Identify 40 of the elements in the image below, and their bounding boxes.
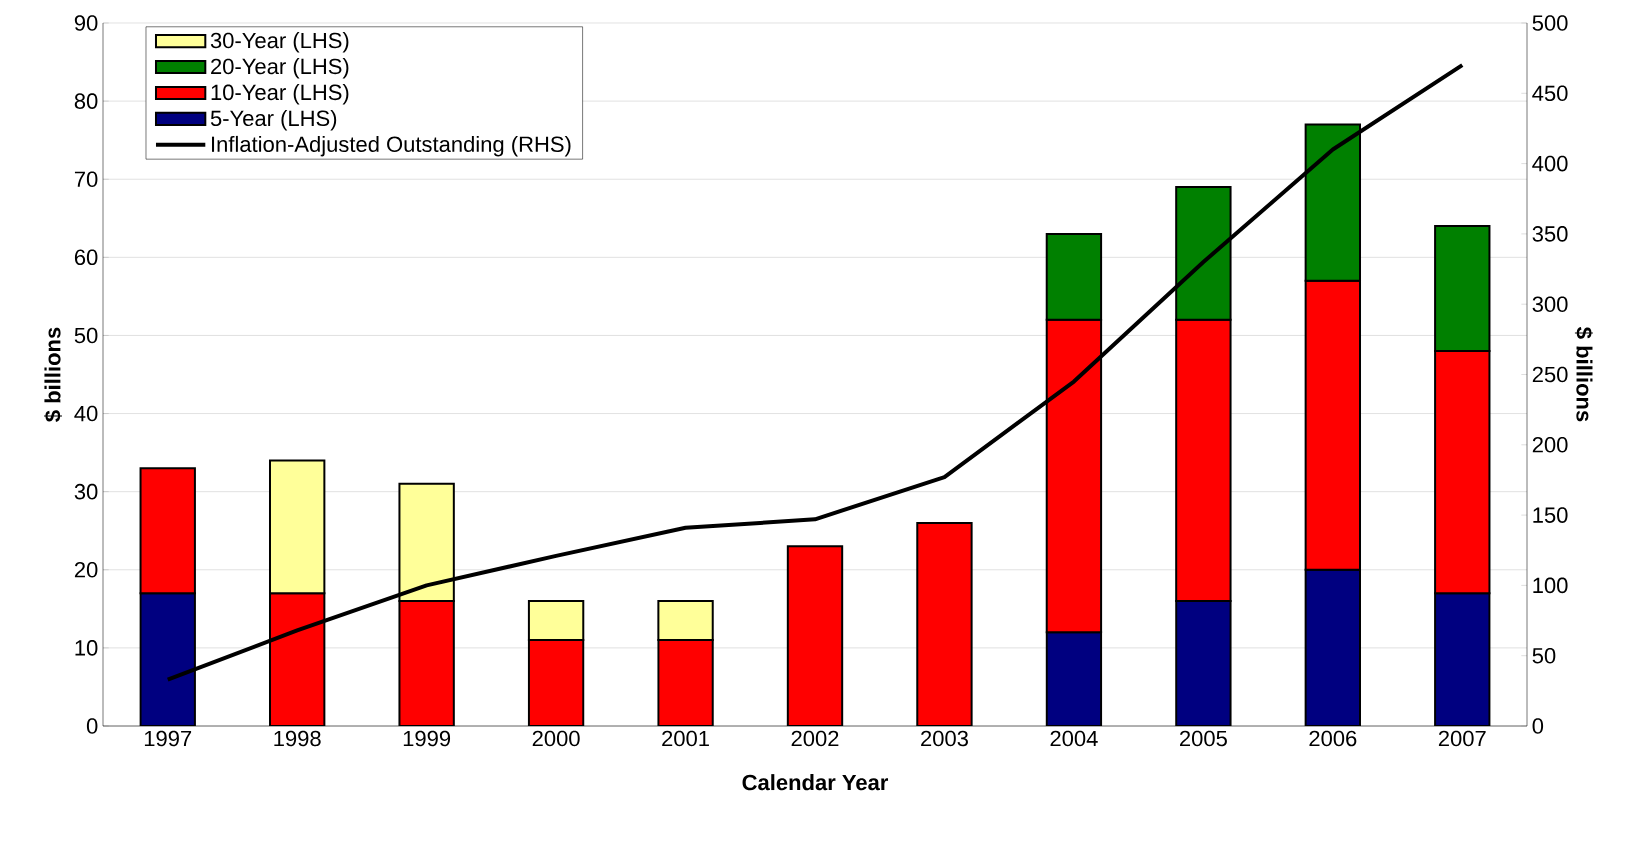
x-tick-label: 1997 bbox=[144, 730, 192, 747]
x-tick-label: 2005 bbox=[1180, 730, 1227, 747]
y2-tick-label: 500 bbox=[1532, 15, 1568, 31]
y-tick-label: 20 bbox=[74, 561, 98, 578]
x-tick-label: 2004 bbox=[1050, 730, 1098, 747]
legend-label: 20-Year (LHS) bbox=[211, 58, 349, 79]
legend-label: Inflation-Adjusted Outstanding (RHS) bbox=[212, 135, 571, 157]
y-tick-label: 80 bbox=[74, 93, 98, 109]
x-tick-label: 2006 bbox=[1309, 730, 1357, 747]
x-tick-label: 1999 bbox=[403, 730, 451, 747]
y2-tick-label: 450 bbox=[1532, 85, 1568, 102]
y-tick-label: 60 bbox=[74, 249, 98, 266]
y2-tick-label: 300 bbox=[1532, 296, 1568, 312]
x-tick-label: 2001 bbox=[662, 730, 709, 747]
x-tick-label: 2003 bbox=[921, 730, 968, 747]
y2-tick-label: 350 bbox=[1532, 226, 1568, 242]
y2-axis-title: $ billions bbox=[1574, 327, 1593, 422]
x-tick-label: 1998 bbox=[274, 730, 321, 747]
y2-tick-label: 400 bbox=[1532, 155, 1568, 172]
y-tick-label: 30 bbox=[74, 483, 98, 500]
x-tick-label: 2002 bbox=[791, 730, 839, 747]
y2-tick-label: 50 bbox=[1532, 647, 1556, 664]
y-tick-label: 40 bbox=[74, 405, 98, 422]
y2-tick-label: 0 bbox=[1532, 718, 1544, 734]
y-axis-title: $ billions bbox=[44, 327, 62, 422]
y2-tick-label: 250 bbox=[1532, 366, 1568, 383]
y-tick-label: 50 bbox=[74, 327, 98, 344]
y-tick-label: 70 bbox=[74, 171, 98, 187]
x-axis-title: Calendar Year bbox=[742, 774, 889, 791]
legend-label: 30-Year (LHS) bbox=[210, 32, 349, 53]
legend-label: 5-Year (LHS) bbox=[210, 109, 337, 131]
y-tick-label: 0 bbox=[86, 718, 98, 734]
y2-tick-label: 200 bbox=[1532, 437, 1568, 453]
y-tick-label: 90 bbox=[74, 15, 98, 31]
x-tick-label: 2007 bbox=[1438, 730, 1486, 747]
y2-tick-label: 100 bbox=[1533, 577, 1568, 594]
x-tick-label: 2000 bbox=[532, 730, 580, 747]
y-tick-label: 10 bbox=[75, 640, 98, 656]
y2-tick-label: 150 bbox=[1533, 507, 1568, 523]
legend-label: 10-Year (LHS) bbox=[211, 84, 349, 105]
